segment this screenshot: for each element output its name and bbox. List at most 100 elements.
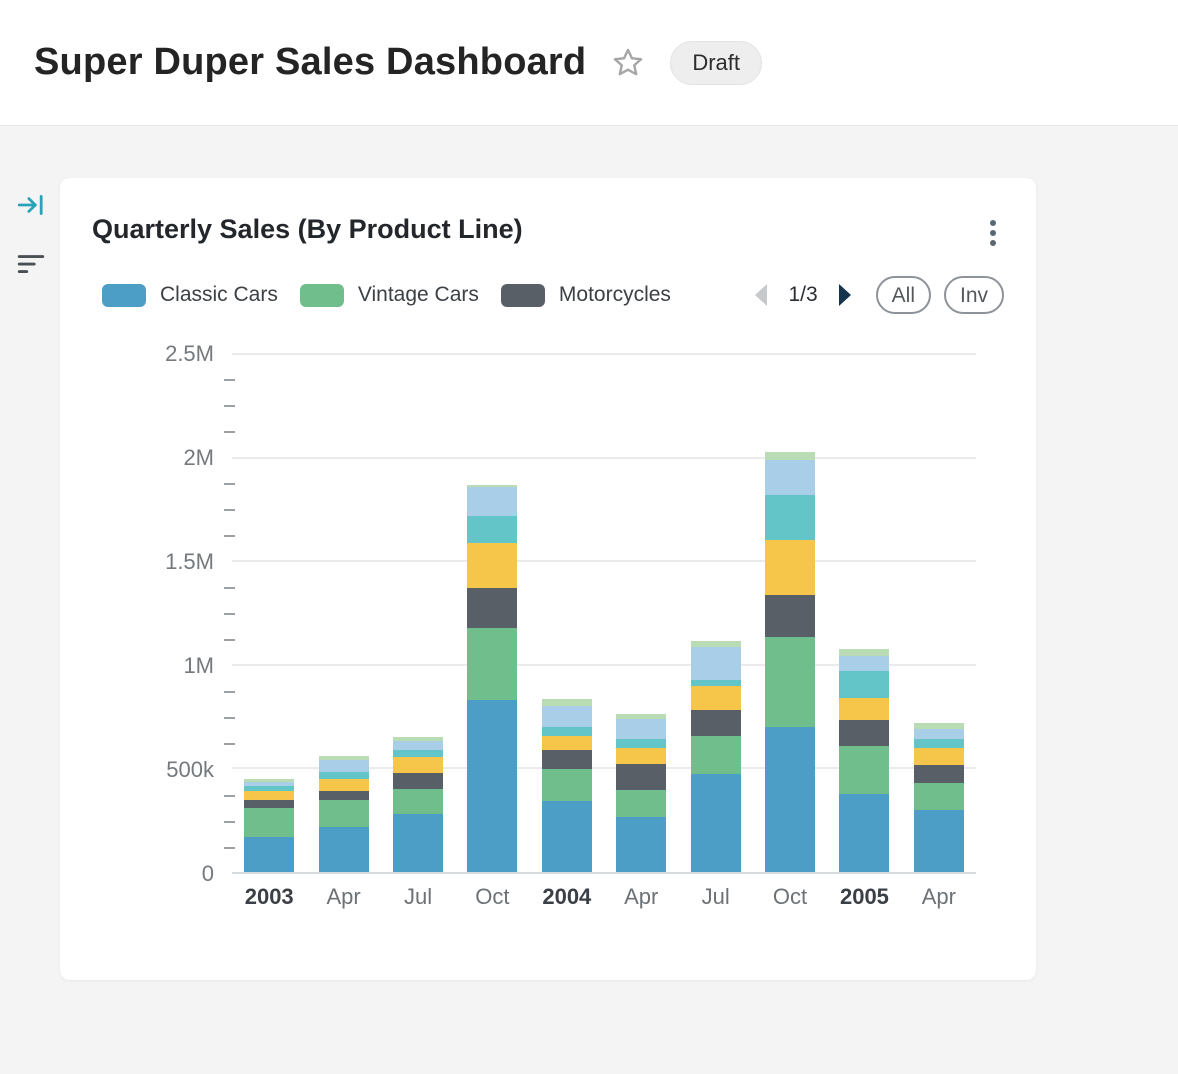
y-minor-tick — [224, 483, 235, 485]
bar-segment[interactable] — [318, 827, 369, 872]
bar-segment[interactable] — [393, 788, 444, 814]
x-tick-label: Oct — [772, 884, 808, 909]
bar-segment[interactable] — [467, 543, 518, 589]
bar-segment[interactable] — [839, 746, 890, 794]
bar-segment[interactable] — [616, 816, 667, 872]
filter-button[interactable] — [16, 248, 46, 278]
bar-segment[interactable] — [765, 451, 816, 461]
bar[interactable] — [765, 451, 816, 872]
card-menu-button[interactable] — [982, 214, 1004, 252]
y-minor-tick — [224, 613, 235, 615]
bar-segment[interactable] — [690, 774, 741, 872]
bar-segment[interactable] — [393, 813, 444, 872]
bar-segment[interactable] — [393, 750, 444, 757]
legend-swatch — [500, 283, 545, 307]
gridline — [232, 560, 976, 563]
bar-segment[interactable] — [393, 756, 444, 774]
bar-segment[interactable] — [318, 790, 369, 801]
bar-segment[interactable] — [839, 698, 890, 721]
bar-segment[interactable] — [318, 779, 369, 791]
bar-segment[interactable] — [765, 540, 816, 596]
bar[interactable] — [616, 713, 667, 872]
bar[interactable] — [244, 779, 295, 872]
legend-item[interactable]: Motorcycles — [500, 283, 671, 307]
bar-segment[interactable] — [690, 647, 741, 680]
y-tick-label: 2.5M — [165, 341, 214, 366]
select-all-button[interactable]: All — [875, 276, 931, 314]
bar-segment[interactable] — [690, 685, 741, 710]
bar-segment[interactable] — [839, 720, 890, 747]
bar-segment[interactable] — [913, 738, 964, 749]
expand-panel-button[interactable] — [16, 190, 46, 220]
bar-segment[interactable] — [616, 719, 667, 739]
legend-item[interactable]: Vintage Cars — [299, 283, 479, 307]
legend-prev-button[interactable] — [750, 282, 772, 308]
bar-segment[interactable] — [244, 836, 295, 872]
bar-segment[interactable] — [541, 801, 592, 872]
bar-segment[interactable] — [541, 699, 592, 706]
bar-segment[interactable] — [393, 741, 444, 751]
bar-segment[interactable] — [913, 782, 964, 810]
bar-segment[interactable] — [541, 727, 592, 736]
invert-selection-button[interactable]: Inv — [943, 276, 1004, 314]
bar-segment[interactable] — [467, 516, 518, 544]
bar[interactable] — [467, 485, 518, 872]
bar-segment[interactable] — [616, 789, 667, 817]
bar[interactable] — [839, 649, 890, 872]
bar-segment[interactable] — [467, 588, 518, 628]
bar-segment[interactable] — [690, 641, 741, 648]
bar-segment[interactable] — [765, 595, 816, 637]
bar[interactable] — [690, 641, 741, 872]
bar-segment[interactable] — [244, 779, 295, 782]
bar-segment[interactable] — [616, 713, 667, 720]
bar-column — [530, 354, 604, 872]
bar-segment[interactable] — [616, 748, 667, 764]
bar-segment[interactable] — [690, 679, 741, 686]
bar-segment[interactable] — [913, 728, 964, 739]
bar-segment[interactable] — [913, 809, 964, 872]
bar-segment[interactable] — [467, 627, 518, 701]
bar[interactable] — [913, 723, 964, 872]
bar-segment[interactable] — [467, 700, 518, 872]
bar-segment[interactable] — [765, 494, 816, 541]
bar-segment[interactable] — [467, 487, 518, 517]
bar-segment[interactable] — [393, 773, 444, 789]
bar[interactable] — [541, 699, 592, 872]
bar-segment[interactable] — [541, 735, 592, 751]
bar-segment[interactable] — [318, 755, 369, 760]
bar[interactable] — [393, 736, 444, 872]
legend-next-button[interactable] — [834, 282, 856, 308]
bar-segment[interactable] — [690, 709, 741, 736]
bar-segment[interactable] — [244, 781, 295, 786]
bar-segment[interactable] — [913, 748, 964, 765]
bar-segment[interactable] — [839, 655, 890, 672]
legend-item[interactable]: Classic Cars — [102, 283, 278, 307]
bar-segment[interactable] — [318, 759, 369, 773]
bar-segment[interactable] — [839, 794, 890, 872]
bar-segment[interactable] — [839, 649, 890, 656]
bar-segment[interactable] — [467, 485, 518, 488]
bar-segment[interactable] — [244, 785, 295, 791]
bar-segment[interactable] — [244, 800, 295, 808]
bar-segment[interactable] — [541, 769, 592, 802]
bar-segment[interactable] — [765, 636, 816, 728]
bar-segment[interactable] — [765, 727, 816, 872]
bar-segment[interactable] — [765, 460, 816, 495]
bar-segment[interactable] — [244, 790, 295, 801]
bar-segment[interactable] — [393, 736, 444, 741]
bar-segment[interactable] — [318, 772, 369, 780]
bar-segment[interactable] — [616, 763, 667, 790]
bar-segment[interactable] — [690, 735, 741, 775]
bar-segment[interactable] — [839, 671, 890, 699]
bar[interactable] — [318, 755, 369, 872]
bar-segment[interactable] — [244, 807, 295, 837]
bar-segment[interactable] — [913, 723, 964, 729]
bar-segment[interactable] — [541, 750, 592, 770]
favorite-button[interactable] — [610, 45, 646, 81]
y-minor-tick — [224, 535, 235, 537]
bar-segment[interactable] — [913, 764, 964, 783]
bar-segment[interactable] — [541, 705, 592, 728]
bar-segment[interactable] — [318, 800, 369, 828]
y-minor-tick — [224, 587, 235, 589]
bar-segment[interactable] — [616, 738, 667, 749]
